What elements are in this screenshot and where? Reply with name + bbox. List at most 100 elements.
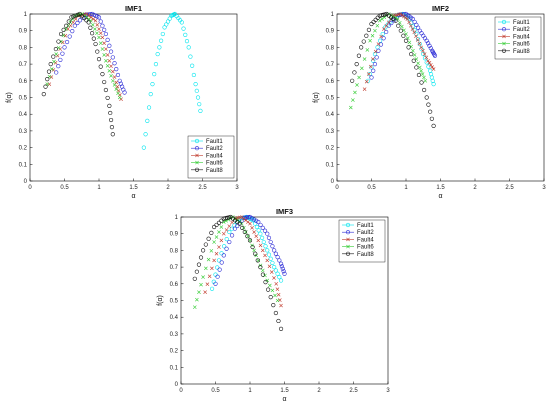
chart-3-point	[237, 221, 242, 226]
chart-2-xtick-label: 1	[404, 185, 408, 191]
chart-1-point	[70, 29, 75, 34]
chart-2-point	[417, 41, 422, 46]
chart-1-point	[64, 23, 69, 28]
chart-2-point	[396, 23, 401, 28]
chart-1-point	[71, 14, 76, 19]
chart-1-point	[116, 91, 120, 96]
chart-2-point	[369, 75, 374, 80]
chart-1-point	[64, 27, 68, 31]
chart-3-point	[252, 248, 256, 253]
chart-3-point	[260, 268, 265, 273]
chart-1-point	[157, 45, 162, 50]
chart-2-point	[412, 30, 417, 35]
chart-2-legend-marker	[502, 41, 506, 46]
chart-2-point	[402, 14, 406, 19]
chart-1-ytick-label: 0.9	[19, 29, 28, 35]
chart-3-legend-label: Fault2	[357, 230, 374, 236]
chart-1-point	[117, 95, 122, 100]
chart-1-point	[88, 25, 93, 30]
chart-3-point	[251, 218, 256, 223]
chart-1-point	[98, 31, 103, 36]
chart-1-point	[107, 58, 112, 63]
chart-1-point	[109, 125, 115, 130]
chart-1-legend-marker	[194, 146, 200, 151]
chart-3-point	[256, 228, 261, 233]
chart-3-point	[230, 220, 234, 225]
chart-3-point	[272, 248, 277, 253]
chart-2-point	[410, 27, 415, 31]
chart-3-point	[215, 265, 220, 270]
chart-1-point	[93, 27, 97, 31]
chart-3-legend-marker	[345, 251, 351, 256]
chart-1-point	[58, 57, 63, 63]
chart-3-point	[277, 258, 282, 263]
chart-1-point	[95, 31, 99, 36]
chart-2-point	[424, 95, 429, 100]
chart-1-point	[153, 61, 159, 67]
chart-2-point	[419, 45, 423, 50]
chart-1-ytick-label: 0	[24, 179, 28, 185]
chart-3-point	[249, 216, 255, 221]
chart-2-title: IMF2	[432, 4, 449, 13]
chart-2-point	[419, 80, 424, 85]
chart-1-point	[61, 33, 66, 38]
chart-1-point	[41, 92, 46, 97]
chart-2-xtick-label: 0.5	[367, 185, 376, 191]
chart-1-point	[194, 88, 199, 93]
chart-2-point	[386, 20, 391, 25]
chart-1-point	[60, 40, 65, 45]
chart-1-xtick-label: 2	[166, 185, 170, 191]
chart-1-point	[60, 51, 65, 56]
chart-3-point	[282, 271, 287, 276]
chart-3-point	[217, 230, 221, 234]
chart-1-point	[75, 20, 80, 26]
chart-1-point	[108, 49, 114, 54]
chart-2-point	[377, 18, 382, 23]
chart-2-point	[351, 98, 355, 102]
chart-1-point	[184, 39, 190, 44]
chart-1-point	[112, 61, 117, 66]
chart-1-series-fault1	[141, 11, 203, 150]
chart-2-point	[374, 55, 379, 60]
chart-3-series-fault2	[213, 214, 287, 286]
chart-1-ytick-label: 0.4	[19, 112, 28, 118]
chart-3-point	[275, 298, 280, 303]
chart-3-ytick-label: 0.8	[170, 248, 179, 254]
chart-2-point	[403, 15, 408, 20]
chart-2-legend-label: Fault6	[513, 42, 530, 48]
chart-2-legend-label: Fault1	[513, 20, 530, 26]
chart-2-point	[426, 58, 430, 63]
chart-3-point	[242, 229, 247, 235]
chart-1-point	[108, 117, 114, 123]
chart-2-legend-marker	[501, 19, 507, 25]
chart-1-point	[148, 92, 153, 97]
chart-3-legend-marker	[345, 222, 351, 228]
chart-3-point	[269, 270, 274, 274]
chart-3-point	[201, 275, 205, 279]
chart-3-xtick-label: 1.5	[280, 388, 289, 394]
chart-1-legend-label: Fault4	[206, 153, 223, 159]
chart-3-point	[207, 274, 212, 279]
chart-1-xtick-label: 0	[28, 185, 32, 191]
chart-2-point	[368, 38, 372, 43]
chart-3-legend-marker	[346, 237, 350, 242]
chart-1-point	[195, 95, 201, 100]
chart-2-point	[353, 90, 357, 95]
chart-3-point	[276, 292, 281, 297]
chart-3-point	[247, 238, 253, 243]
chart-1-point	[62, 45, 67, 50]
chart-1-ytick-label: 0.8	[19, 45, 28, 51]
chart-2-ytick-label: 0.3	[326, 129, 335, 135]
chart-1-point	[145, 118, 150, 123]
chart-2-point	[426, 102, 431, 107]
chart-2-point	[367, 72, 372, 77]
chart-3-point	[203, 290, 207, 294]
chart-2-point	[409, 51, 414, 57]
chart-1-point	[96, 15, 102, 20]
chart-3-point	[219, 225, 224, 229]
chart-1-ylabel: f(α)	[6, 92, 13, 103]
chart-2-legend-label: Fault2	[513, 27, 530, 33]
chart-1-title: IMF1	[125, 4, 142, 13]
chart-1-point	[150, 82, 155, 87]
chart-3-point	[214, 251, 219, 256]
